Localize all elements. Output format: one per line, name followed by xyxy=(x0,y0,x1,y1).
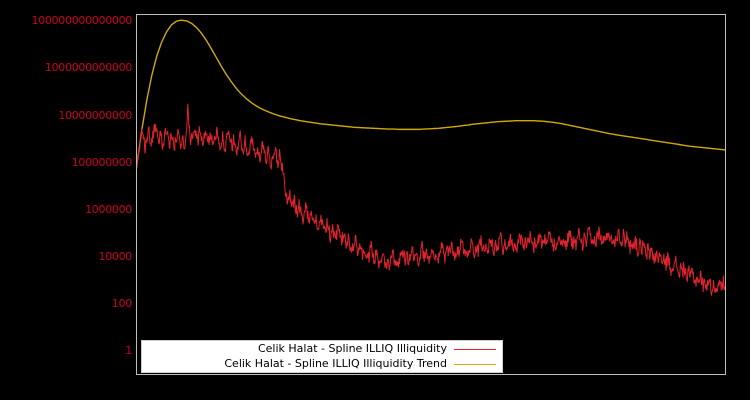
series-canvas xyxy=(137,19,725,296)
y-tick-label: 100 xyxy=(111,297,132,310)
legend-entry: Celik Halat - Spline ILLIQ Illiquidity T… xyxy=(142,356,502,371)
trend-line xyxy=(137,19,725,165)
y-tick-label: 100000000000000 xyxy=(31,14,133,27)
chart-legend[interactable]: Celik Halat - Spline ILLIQ Illiquidity C… xyxy=(141,340,503,373)
y-tick-label: 1000000000000 xyxy=(44,61,132,74)
y-tick-label: 1000000 xyxy=(85,203,132,216)
illiquidity-line xyxy=(137,103,725,296)
legend-swatch-illiquidity xyxy=(454,348,496,350)
legend-entry: Celik Halat - Spline ILLIQ Illiquidity xyxy=(142,341,502,356)
legend-swatch-trend xyxy=(454,363,496,365)
legend-label: Celik Halat - Spline ILLIQ Illiquidity T… xyxy=(224,357,447,370)
y-tick-label: 10000 xyxy=(98,250,133,263)
plot-area xyxy=(136,14,726,375)
y-tick-label: 1 xyxy=(125,344,132,357)
y-tick-label: 100000000 xyxy=(71,156,133,169)
y-tick-label: 10000000000 xyxy=(58,109,132,122)
legend-label: Celik Halat - Spline ILLIQ Illiquidity xyxy=(257,342,447,355)
